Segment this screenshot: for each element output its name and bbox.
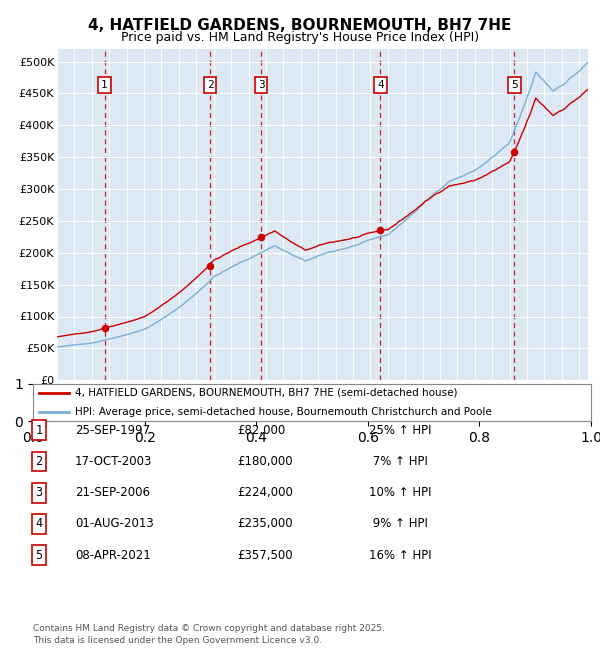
Text: HPI: Average price, semi-detached house, Bournemouth Christchurch and Poole: HPI: Average price, semi-detached house,… xyxy=(75,407,491,417)
Text: 25% ↑ HPI: 25% ↑ HPI xyxy=(369,424,431,437)
Text: 1: 1 xyxy=(101,80,108,90)
Text: 1: 1 xyxy=(35,424,43,437)
Text: £82,000: £82,000 xyxy=(237,424,285,437)
Text: 4: 4 xyxy=(377,80,384,90)
Text: 2: 2 xyxy=(206,80,214,90)
Text: 7% ↑ HPI: 7% ↑ HPI xyxy=(369,455,428,468)
Text: 10% ↑ HPI: 10% ↑ HPI xyxy=(369,486,431,499)
Text: 21-SEP-2006: 21-SEP-2006 xyxy=(75,486,150,499)
Text: 08-APR-2021: 08-APR-2021 xyxy=(75,549,151,562)
Text: Price paid vs. HM Land Registry's House Price Index (HPI): Price paid vs. HM Land Registry's House … xyxy=(121,31,479,44)
Text: 3: 3 xyxy=(35,486,43,499)
Text: 4, HATFIELD GARDENS, BOURNEMOUTH, BH7 7HE: 4, HATFIELD GARDENS, BOURNEMOUTH, BH7 7H… xyxy=(88,18,512,33)
Text: Contains HM Land Registry data © Crown copyright and database right 2025.
This d: Contains HM Land Registry data © Crown c… xyxy=(33,624,385,645)
Text: £235,000: £235,000 xyxy=(237,517,293,530)
Text: £224,000: £224,000 xyxy=(237,486,293,499)
Text: 9% ↑ HPI: 9% ↑ HPI xyxy=(369,517,428,530)
Text: 4: 4 xyxy=(35,517,43,530)
Text: 25-SEP-1997: 25-SEP-1997 xyxy=(75,424,150,437)
Text: £180,000: £180,000 xyxy=(237,455,293,468)
Text: 2: 2 xyxy=(35,455,43,468)
Text: 17-OCT-2003: 17-OCT-2003 xyxy=(75,455,152,468)
Text: 5: 5 xyxy=(35,549,43,562)
Text: 16% ↑ HPI: 16% ↑ HPI xyxy=(369,549,431,562)
Text: 4, HATFIELD GARDENS, BOURNEMOUTH, BH7 7HE (semi-detached house): 4, HATFIELD GARDENS, BOURNEMOUTH, BH7 7H… xyxy=(75,388,457,398)
Text: 01-AUG-2013: 01-AUG-2013 xyxy=(75,517,154,530)
Text: 3: 3 xyxy=(258,80,265,90)
Text: 5: 5 xyxy=(511,80,518,90)
Text: £357,500: £357,500 xyxy=(237,549,293,562)
